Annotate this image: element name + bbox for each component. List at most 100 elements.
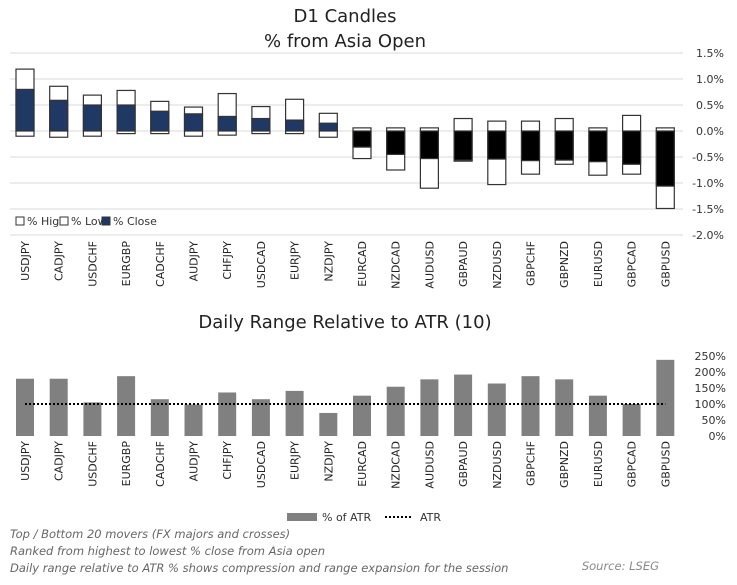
x-category-label: GBPCHF <box>525 241 538 286</box>
x-category-label: NZDUSD <box>491 441 504 489</box>
x-category-label: EURUSD <box>592 241 605 287</box>
x-category-label: USDCAD <box>255 241 268 288</box>
x-category-label: USDJPY <box>19 441 32 481</box>
legend-swatch <box>101 216 111 226</box>
x-category-label: EURGBP <box>120 241 133 287</box>
x-category-label: CADJPY <box>53 441 66 481</box>
candle-close-bar <box>217 115 237 132</box>
x-category-label: GBPCHF <box>525 441 538 486</box>
y-tick-label: 1.0% <box>696 73 724 86</box>
x-category-label: USDCHF <box>86 241 99 287</box>
y-tick-label: 0% <box>709 430 726 443</box>
atr-bar <box>386 386 405 436</box>
candle-close-bar <box>655 130 675 187</box>
atr-bar <box>251 399 270 436</box>
candle-close-bar <box>15 88 35 132</box>
candle-close-bar <box>588 130 608 163</box>
candle-close-bar <box>183 113 204 132</box>
y-tick-label: -1.0% <box>692 177 724 190</box>
x-category-label: EURJPY <box>289 241 302 280</box>
y-tick-label: 100% <box>695 398 726 411</box>
x-category-label: GBPCAD <box>626 241 639 287</box>
candle-close-bar <box>554 130 574 161</box>
candle-close-bar <box>150 110 170 132</box>
x-category-label: USDCHF <box>86 441 99 487</box>
x-category-label: EURJPY <box>289 441 302 480</box>
y-tick-label: 0.5% <box>696 99 724 112</box>
x-category-label: USDCAD <box>255 441 268 488</box>
y-tick-label: 50% <box>702 414 726 427</box>
top-chart-title: D1 Candles <box>294 6 397 27</box>
x-category-label: CADCHF <box>154 441 167 487</box>
candle-close-bar <box>453 130 473 161</box>
y-tick-label: 200% <box>695 366 726 379</box>
x-category-label: GBPNZD <box>558 441 571 488</box>
atr-bar <box>622 404 641 436</box>
x-category-label: NZDCAD <box>390 441 403 489</box>
legend-label: % Close <box>113 215 157 228</box>
top-chart-subtitle: % from Asia Open <box>264 31 426 52</box>
footnote-1: Top / Bottom 20 movers (FX majors and cr… <box>10 527 291 541</box>
atr-bar <box>150 399 169 436</box>
x-category-label: CADJPY <box>53 241 66 281</box>
legend-swatch <box>15 216 25 226</box>
x-category-label: AUDJPY <box>188 241 201 282</box>
legend-swatch <box>59 216 69 226</box>
y-tick-label: -2.0% <box>692 229 724 242</box>
atr-bar <box>49 378 68 436</box>
candle-close-bar <box>520 130 541 162</box>
legend-swatch-pct-atr <box>287 513 317 521</box>
y-tick-label: -1.5% <box>692 203 724 216</box>
footnote-2: Ranked from highest to lowest % close fr… <box>10 544 326 558</box>
x-category-label: GBPNZD <box>558 241 571 288</box>
x-category-label: NZDJPY <box>322 441 335 482</box>
atr-bar <box>218 392 237 436</box>
legend-label: % Low <box>71 215 107 228</box>
x-category-label: NZDCAD <box>390 241 403 289</box>
atr-bar <box>16 378 34 436</box>
x-category-label: NZDUSD <box>491 241 504 289</box>
x-category-label: EURGBP <box>120 441 133 487</box>
x-category-label: AUDJPY <box>188 441 201 482</box>
atr-bar <box>83 402 102 436</box>
atr-bar <box>319 412 338 436</box>
candle-close-bar <box>49 99 69 132</box>
atr-bar <box>454 374 473 436</box>
x-category-label: USDJPY <box>19 241 32 281</box>
footnote-3: Daily range relative to ATR % shows comp… <box>10 561 509 575</box>
atr-bar <box>555 379 574 436</box>
atr-bar <box>420 379 439 436</box>
x-category-label: EURCAD <box>356 441 369 487</box>
x-category-label: GBPAUD <box>457 241 470 287</box>
x-category-label: AUDUSD <box>423 241 436 289</box>
y-tick-label: 1.5% <box>696 47 724 60</box>
x-category-label: AUDUSD <box>423 441 436 489</box>
source-label: Source: LSEG <box>581 559 659 573</box>
bottom-chart-title: Daily Range Relative to ATR (10) <box>198 312 491 333</box>
atr-bar <box>184 404 203 436</box>
atr-bar <box>285 390 304 436</box>
y-tick-label: 0.0% <box>696 125 724 138</box>
x-category-label: EURUSD <box>592 441 605 487</box>
atr-bar <box>353 395 371 436</box>
y-tick-label: 250% <box>695 350 726 363</box>
candle-close-bar <box>116 104 136 132</box>
candle-close-bar <box>487 130 507 160</box>
x-category-label: GBPCAD <box>626 441 639 487</box>
x-category-label: NZDJPY <box>322 241 335 282</box>
candle-close-bar <box>285 119 305 132</box>
x-category-label: CHFJPY <box>221 241 234 280</box>
legend-label: % of ATR <box>322 511 371 524</box>
x-category-label: EURCAD <box>356 241 369 287</box>
atr-bar <box>656 359 675 436</box>
atr-bar <box>521 376 540 436</box>
candle-close-bar <box>386 130 406 155</box>
candle-close-bar <box>318 122 338 132</box>
candle-close-bar <box>621 130 642 165</box>
x-category-label: CHFJPY <box>221 441 234 480</box>
candle-close-bar <box>82 104 103 132</box>
x-category-label: CADCHF <box>154 241 167 287</box>
x-category-label: GBPAUD <box>457 441 470 487</box>
